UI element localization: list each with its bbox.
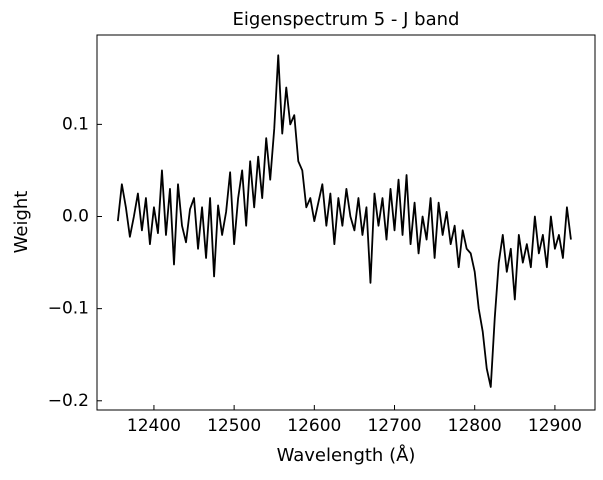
plot-frame <box>96 34 596 411</box>
x-tick-label: 12600 <box>287 416 341 436</box>
chart-title: Eigenspectrum 5 - J band <box>233 9 460 30</box>
x-tick-label: 12800 <box>448 416 502 436</box>
x-tick-label: 12700 <box>367 416 421 436</box>
y-tick-label: 0.1 <box>62 114 89 134</box>
x-axis-label: Wavelength (Å) <box>277 444 416 466</box>
x-tick-label: 12400 <box>127 416 181 436</box>
y-tick-label: 0.0 <box>62 207 89 227</box>
y-tick-label: −0.2 <box>48 391 89 411</box>
y-axis-label: Weight <box>11 191 32 254</box>
spectrum-line <box>116 54 572 388</box>
x-tick-label: 12900 <box>528 416 582 436</box>
x-tick-label: 12500 <box>207 416 261 436</box>
y-tick-label: −0.1 <box>48 299 89 319</box>
